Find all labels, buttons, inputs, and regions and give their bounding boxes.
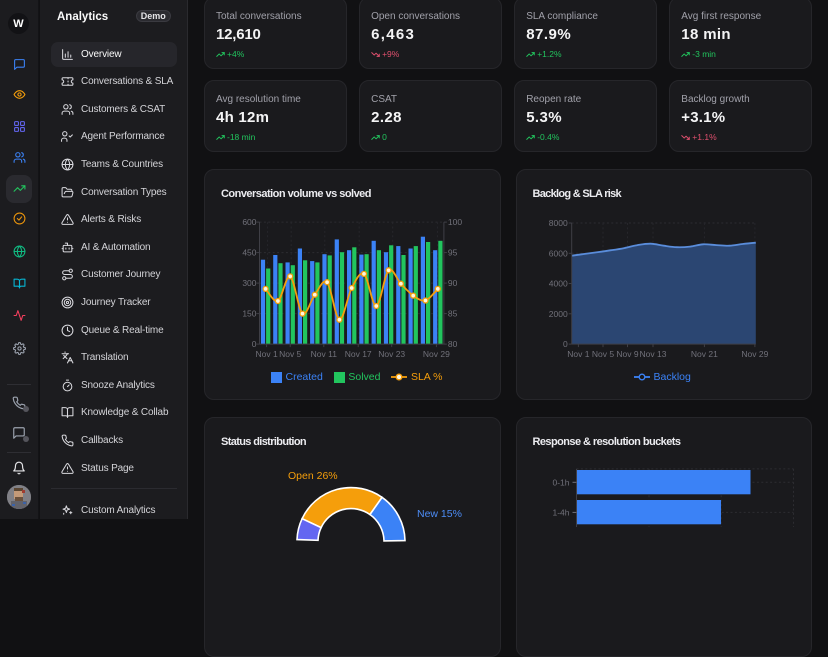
svg-text:8000: 8000 — [548, 218, 567, 228]
svg-text:0: 0 — [252, 339, 257, 349]
svg-text:Nov 13: Nov 13 — [639, 349, 666, 359]
svg-text:90: 90 — [448, 278, 458, 288]
svg-text:80: 80 — [448, 339, 458, 349]
svg-text:6000: 6000 — [548, 248, 567, 258]
svg-text:2000: 2000 — [548, 308, 567, 318]
svg-text:Nov 5: Nov 5 — [591, 349, 613, 359]
svg-text:Nov 5: Nov 5 — [279, 349, 301, 359]
svg-text:0: 0 — [562, 339, 567, 349]
svg-text:Nov 1: Nov 1 — [255, 349, 277, 359]
svg-text:Nov 29: Nov 29 — [423, 349, 450, 359]
svg-text:100: 100 — [448, 217, 462, 227]
svg-text:Nov 21: Nov 21 — [690, 349, 717, 359]
svg-text:Nov 29: Nov 29 — [741, 349, 768, 359]
svg-text:Nov 1: Nov 1 — [567, 349, 589, 359]
svg-text:600: 600 — [242, 217, 256, 227]
svg-text:450: 450 — [242, 247, 256, 257]
svg-text:Nov 11: Nov 11 — [311, 349, 338, 359]
svg-text:150: 150 — [242, 308, 256, 318]
svg-text:Nov 23: Nov 23 — [378, 349, 405, 359]
svg-text:95: 95 — [448, 247, 458, 257]
svg-text:Nov 17: Nov 17 — [345, 349, 372, 359]
svg-text:85: 85 — [448, 308, 458, 318]
svg-text:0-1h: 0-1h — [552, 477, 569, 487]
svg-text:1-4h: 1-4h — [552, 507, 569, 517]
svg-text:4000: 4000 — [548, 278, 567, 288]
svg-text:300: 300 — [242, 278, 256, 288]
svg-text:Nov 9: Nov 9 — [616, 349, 638, 359]
